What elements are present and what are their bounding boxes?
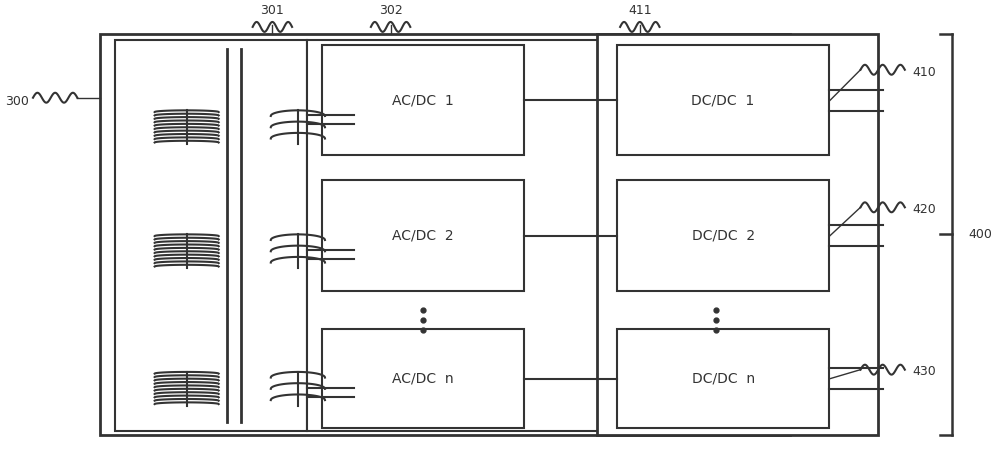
Text: DC/DC  n: DC/DC n — [692, 372, 755, 386]
Bar — [100, 34, 790, 435]
Bar — [115, 40, 307, 431]
Text: 400: 400 — [969, 228, 993, 241]
Bar — [322, 45, 524, 156]
Text: AC/DC  n: AC/DC n — [392, 372, 453, 386]
Bar — [322, 329, 524, 428]
Text: AC/DC  2: AC/DC 2 — [392, 229, 453, 242]
Text: DC/DC  2: DC/DC 2 — [692, 229, 755, 242]
Text: 420: 420 — [913, 203, 936, 216]
Text: 410: 410 — [913, 66, 936, 78]
Bar — [617, 45, 829, 156]
Text: 301: 301 — [260, 4, 284, 17]
Bar — [617, 180, 829, 291]
Bar — [597, 34, 878, 435]
Text: 430: 430 — [913, 365, 936, 378]
Bar — [322, 180, 524, 291]
Text: 302: 302 — [379, 4, 402, 17]
Text: 411: 411 — [628, 4, 652, 17]
Text: DC/DC  1: DC/DC 1 — [691, 93, 755, 107]
Bar — [617, 329, 829, 428]
Text: AC/DC  1: AC/DC 1 — [392, 93, 453, 107]
Bar — [307, 40, 790, 431]
Text: 300: 300 — [5, 95, 29, 108]
